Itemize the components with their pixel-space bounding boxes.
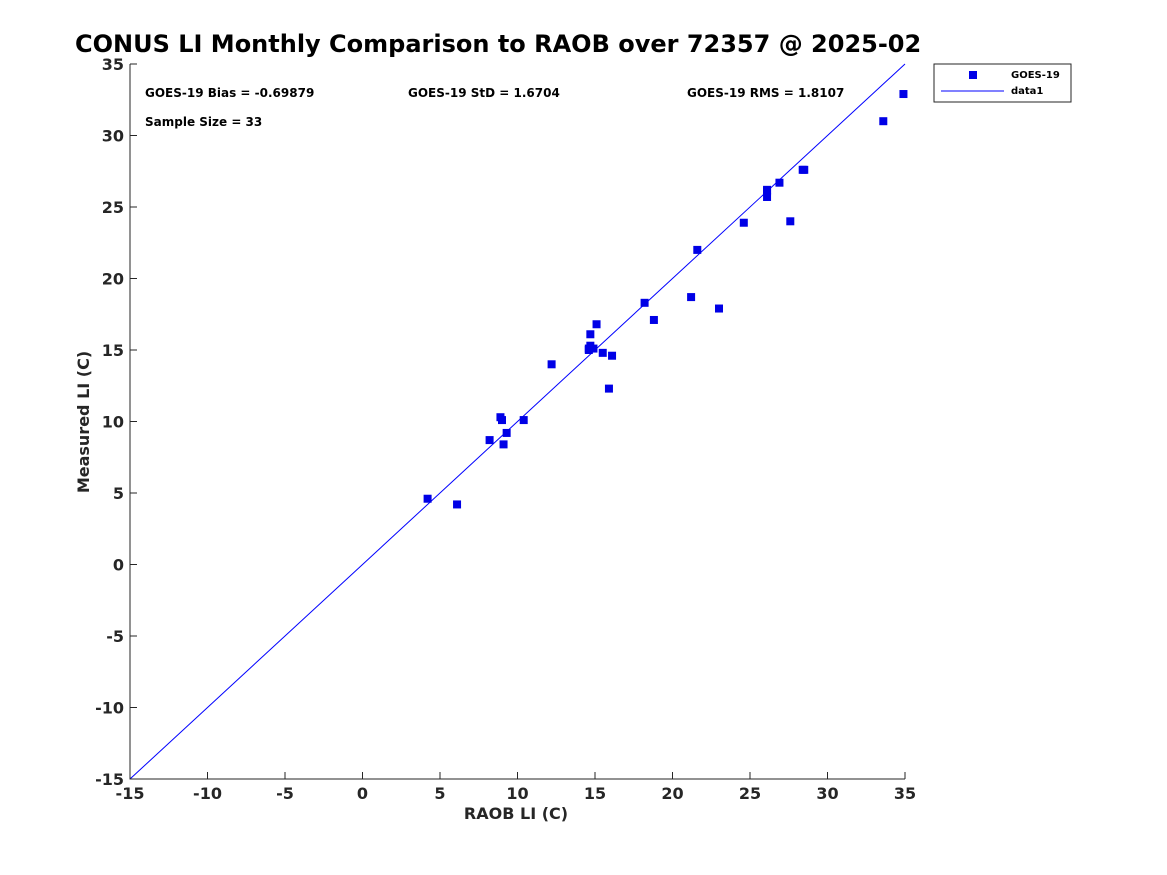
y-tick-label: 5 (113, 484, 124, 503)
y-ticks: 35 30 25 20 15 10 5 0 -5 -10 -15 (95, 55, 137, 789)
goes19-marker (763, 185, 772, 194)
sample-size-stat: Sample Size = 33 (145, 115, 262, 129)
goes19-marker (879, 117, 888, 126)
goes19-marker (604, 384, 613, 393)
y-tick-label: 25 (102, 198, 124, 217)
x-tick-label: -5 (276, 784, 294, 803)
goes19-marker (899, 90, 908, 99)
goes19-marker (586, 330, 595, 339)
x-tick-label: -15 (116, 784, 145, 803)
x-tick-label: 5 (434, 784, 445, 803)
goes19-marker (786, 217, 795, 226)
legend-label-goes19: GOES-19 (1011, 70, 1060, 81)
goes19-marker (423, 494, 432, 503)
goes19-marker (775, 178, 784, 187)
y-tick-label: 35 (102, 55, 124, 74)
bias-stat: GOES-19 Bias = -0.69879 (145, 86, 314, 100)
goes19-marker (687, 293, 696, 302)
legend: GOES-19 data1 (933, 63, 1072, 103)
x-tick-label: 20 (661, 784, 683, 803)
x-ticks: -15 -10 -5 0 5 10 15 20 25 30 35 (116, 772, 916, 803)
y-tick-label: -15 (95, 770, 124, 789)
chart-title: CONUS LI Monthly Comparison to RAOB over… (75, 30, 921, 58)
legend-label-data1: data1 (1011, 86, 1043, 97)
y-tick-label: 30 (102, 127, 124, 146)
goes19-marker (715, 304, 723, 313)
goes19-marker (693, 245, 702, 254)
goes19-marker (453, 500, 462, 509)
x-tick-label: -10 (193, 784, 222, 803)
y-tick-label: 15 (102, 341, 124, 360)
goes19-marker (739, 218, 748, 227)
goes19-marker (763, 192, 772, 201)
markers-group (423, 90, 908, 509)
y-tick-label: -5 (106, 627, 124, 646)
y-tick-label: -10 (95, 699, 124, 718)
goes19-marker (485, 436, 494, 445)
legend-marker-goes19 (969, 71, 977, 79)
x-tick-label: 25 (739, 784, 761, 803)
x-axis-label: RAOB LI (C) (464, 804, 568, 823)
plot-area: -15 -10 -5 0 5 10 15 20 25 30 35 35302520151050-5-… (95, 55, 916, 803)
x-tick-label: 35 (894, 784, 916, 803)
y-axis-label: Measured LI (C) (74, 351, 93, 493)
x-tick-label: 0 (357, 784, 368, 803)
y-tick-label: 10 (102, 413, 124, 432)
x-tick-label: 30 (816, 784, 838, 803)
goes19-marker (649, 315, 658, 324)
goes19-marker (640, 298, 649, 307)
legend-box (933, 63, 1072, 103)
goes19-marker (800, 165, 809, 174)
goes19-marker (584, 344, 593, 353)
y-tick-label: 0 (113, 556, 124, 575)
goes19-marker (519, 416, 528, 425)
std-stat: GOES-19 StD = 1.6704 (408, 86, 560, 100)
x-tick-label: 10 (506, 784, 528, 803)
data1-line (129, 63, 906, 780)
y-tick-label: 20 (102, 270, 124, 289)
goes19-marker (592, 320, 601, 329)
rms-stat: GOES-19 RMS = 1.8107 (687, 86, 844, 100)
goes19-marker (499, 440, 508, 449)
goes19-marker (598, 348, 607, 357)
goes19-marker (589, 344, 598, 353)
goes19-marker (502, 428, 511, 437)
goes19-marker (547, 360, 556, 369)
x-tick-label: 15 (584, 784, 606, 803)
goes19-marker (608, 351, 617, 360)
one-to-one-line-group (129, 63, 906, 780)
goes19-marker (498, 416, 506, 425)
